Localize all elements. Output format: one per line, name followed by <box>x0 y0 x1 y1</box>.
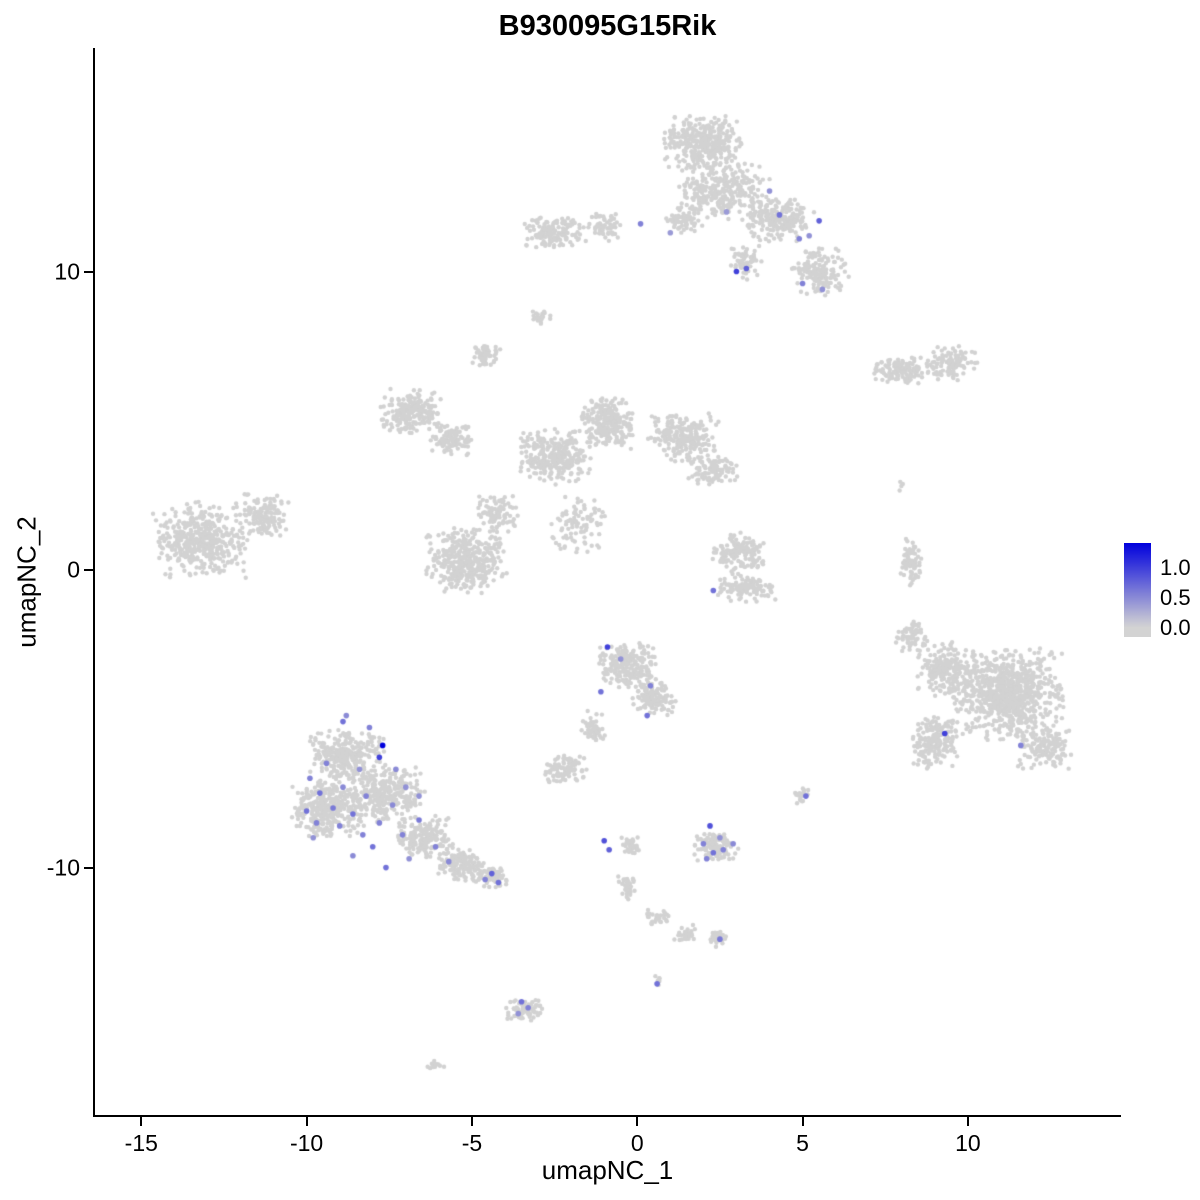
x-tick-label: -15 <box>124 1130 158 1156</box>
x-tick-mark <box>636 1117 639 1126</box>
y-axis-title: umapNC_2 <box>11 516 42 648</box>
y-tick-mark <box>84 568 93 571</box>
y-tick-label: -10 <box>46 854 80 881</box>
x-tick-label: -10 <box>289 1130 324 1156</box>
x-tick-mark <box>801 1117 804 1126</box>
x-tick-label: 0 <box>630 1130 644 1156</box>
y-tick-label: 0 <box>67 556 80 583</box>
x-tick-label: -5 <box>461 1130 483 1156</box>
x-tick-label: 5 <box>796 1130 809 1156</box>
x-tick-mark <box>966 1117 969 1126</box>
legend-label-high: 1.0 <box>1160 555 1191 580</box>
chart-title: B930095G15Rik <box>498 10 717 42</box>
x-axis-title: umapNC_1 <box>541 1155 674 1185</box>
x-tick-label: 10 <box>955 1130 981 1156</box>
y-tick-mark <box>84 866 93 869</box>
umap-scatter-canvas <box>95 48 1120 1115</box>
y-tick-mark <box>84 270 93 273</box>
x-tick-mark <box>140 1117 143 1126</box>
legend-label-low: 0.0 <box>1160 615 1191 640</box>
x-axis-line <box>93 1115 1121 1117</box>
legend-label-mid: 0.5 <box>1160 585 1191 610</box>
y-tick-label: 10 <box>54 258 80 285</box>
y-axis-line <box>93 48 95 1117</box>
legend-gradient-bar <box>1124 543 1151 637</box>
x-tick-mark <box>470 1117 473 1126</box>
x-tick-mark <box>305 1117 308 1126</box>
